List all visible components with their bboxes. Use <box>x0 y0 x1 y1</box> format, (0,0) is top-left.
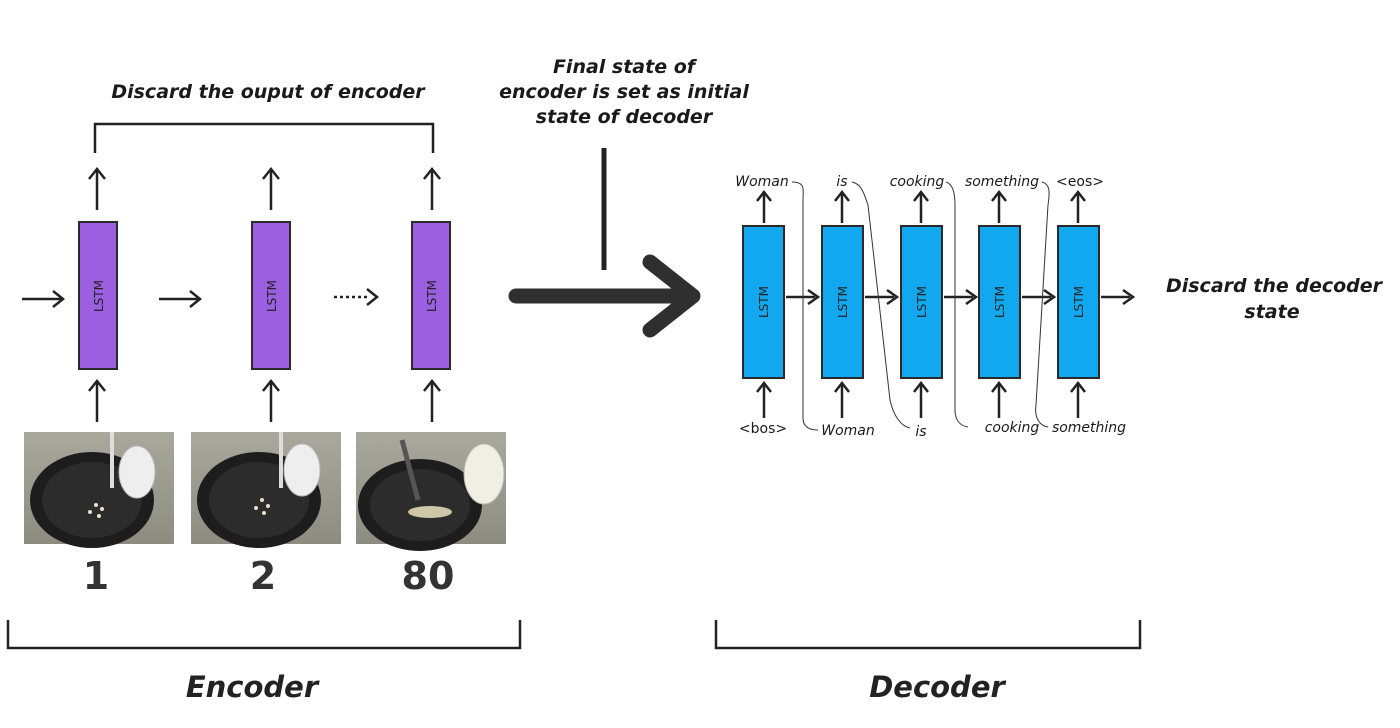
encoder-bracket <box>6 620 522 650</box>
bowl-shape <box>463 443 505 505</box>
decoder-lstm-label: LSTM <box>1072 286 1086 318</box>
encoder-cell-1: LSTM <box>22 166 118 422</box>
discard-decoder-text-line1: Discard the decoder <box>1166 275 1384 297</box>
decoder-output-word: Woman <box>735 174 789 190</box>
video-frame-2 <box>191 432 341 548</box>
decoder-cell-5: LSTM <box>1057 189 1136 418</box>
decoder-lstm-box <box>978 225 1021 379</box>
final-state-text-line2: encoder is set as initial <box>499 81 749 103</box>
decoder-lstm-label: LSTM <box>836 286 850 318</box>
feedback-line <box>851 181 911 429</box>
decoder-bracket <box>714 620 1142 650</box>
encoder-lstm-label: LSTM <box>425 280 439 312</box>
final-state-text-line1: Final state of <box>553 56 698 78</box>
frame-number: 2 <box>250 554 276 598</box>
decoder-cell-1: LSTM <box>742 189 821 418</box>
video-frame-1 <box>24 432 174 548</box>
feedback-line <box>1035 181 1050 428</box>
encoder-lstm-label: LSTM <box>265 280 279 312</box>
encoder-lstm-label: LSTM <box>92 280 106 312</box>
encoder-label: Encoder <box>186 670 320 704</box>
decoder-lstm-label: LSTM <box>915 286 929 318</box>
bowl-shape <box>283 443 321 497</box>
encoder-lstm-box <box>251 221 291 370</box>
decoder-lstm-label: LSTM <box>757 286 771 318</box>
decoder-output-word: something <box>965 174 1039 190</box>
decoder-lstm-label: LSTM <box>993 286 1007 318</box>
feedback-line <box>945 181 969 428</box>
decoder-lstm-box <box>821 225 864 379</box>
frame-number: 80 <box>402 554 455 598</box>
decoder-output-word: is <box>836 174 847 190</box>
video-frame-80 <box>356 432 506 551</box>
decoder-cell-3: LSTM <box>900 189 979 418</box>
encoder-cell-2: LSTM <box>159 166 291 422</box>
decoder-input-word: something <box>1052 420 1126 436</box>
encoder-lstm-box <box>78 221 118 370</box>
decoder-output-word: <eos> <box>1056 174 1104 190</box>
decoder-lstm-box <box>1057 225 1100 379</box>
feedback-line <box>791 181 819 431</box>
discard-decoder-text-line2: state <box>1244 301 1299 323</box>
bowl-shape <box>118 445 156 499</box>
final-state-text-line3: state of decoder <box>536 106 714 128</box>
decoder-label: Decoder <box>869 670 1006 704</box>
decoder-cell-2: LSTM <box>821 189 900 418</box>
encoder-output-bracket <box>93 122 435 153</box>
encoder-cell-80: LSTM <box>334 166 451 422</box>
discard-encoder-output-text: Discard the ouput of encoder <box>111 81 426 103</box>
decoder-output-word: cooking <box>890 174 945 190</box>
decoder-input-word: <bos> <box>739 421 787 437</box>
decoder-cell-4: LSTM <box>978 189 1057 418</box>
decoder-input-word: cooking <box>985 420 1040 436</box>
decoder-input-word: is <box>915 424 926 440</box>
decoder-lstm-box <box>900 225 943 379</box>
frame-number: 1 <box>83 554 109 598</box>
decoder-lstm-box <box>742 225 785 379</box>
decoder-input-word: Woman <box>821 423 875 439</box>
state-transfer-arrow <box>508 254 701 338</box>
encoder-lstm-box <box>411 221 451 370</box>
